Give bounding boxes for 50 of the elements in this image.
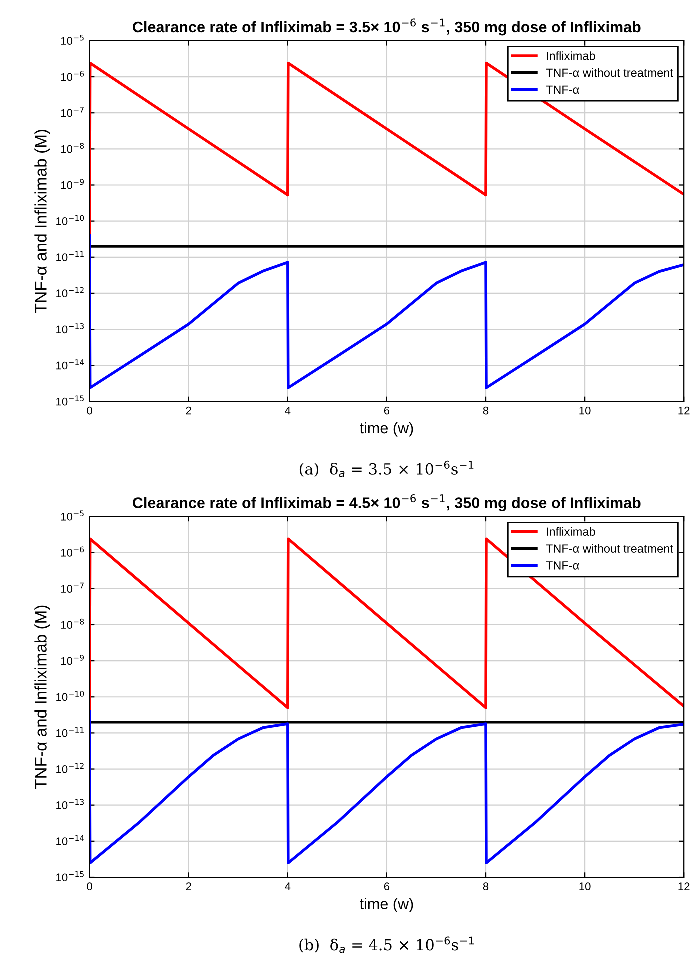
x-tick-label: 2 bbox=[186, 882, 192, 890]
x-tick-label: 6 bbox=[384, 882, 390, 891]
y-tick-label: 10$^{−15}$ bbox=[56, 872, 84, 882]
y-tick-label: 10$^{−12}$ bbox=[56, 763, 84, 774]
x-tick-label: 6 bbox=[384, 406, 390, 415]
y-tick-label: 10$^{−7}$ bbox=[61, 107, 84, 118]
x-tick-label: 10 bbox=[580, 406, 591, 415]
legend-label: Infliximab bbox=[547, 527, 596, 536]
y-tick-label: 10$^{−6}$ bbox=[61, 546, 84, 557]
legend-label: TNF-α without treatment bbox=[546, 544, 674, 553]
y-tick-label: 10$^{−13}$ bbox=[56, 799, 84, 810]
y-tick-label: 10$^{−14}$ bbox=[56, 360, 84, 370]
legend-label: TNF-α bbox=[546, 86, 580, 94]
x-tick-label: 8 bbox=[483, 406, 489, 415]
legend-label: Infliximab bbox=[547, 52, 596, 60]
y-tick-label: 10$^{−13}$ bbox=[56, 323, 84, 334]
text: (a) δ$_{a}$ = 3.5 × 10$^{−6}$s$^{−1}$ bbox=[300, 460, 474, 478]
x-tick-label: 12 bbox=[678, 882, 690, 890]
x-tick-label: 10 bbox=[580, 882, 591, 891]
y-tick-label: 10$^{−10}$ bbox=[56, 691, 84, 702]
chart-title: Clearance rate of Infliximab = 3.5× 10$^{−6}$ s$^{−1}$, 350 mg dose of Infliximab bbox=[133, 18, 641, 36]
y-tick-label: 10$^{−11}$ bbox=[56, 727, 84, 738]
y-axis-title: TNF-α and Infliximab (M) bbox=[34, 130, 50, 314]
x-axis-title: time (w) bbox=[360, 898, 414, 913]
x-tick-label: 2 bbox=[186, 406, 192, 415]
y-tick-label: 10$^{−12}$ bbox=[56, 287, 84, 298]
y-tick-label: 10$^{−8}$ bbox=[61, 143, 84, 154]
x-tick-label: 4 bbox=[285, 406, 291, 415]
chart-title: Clearance rate of Infliximab = 4.5× 10$^{−6}$ s$^{−1}$, 350 mg dose of Infliximab bbox=[133, 494, 641, 512]
y-tick-label: 10$^{−10}$ bbox=[56, 215, 84, 226]
y-tick-label: 10$^{−15}$ bbox=[56, 396, 84, 406]
x-tick-label: 0 bbox=[87, 406, 92, 415]
x-tick-label: 0 bbox=[87, 882, 92, 891]
y-tick-label: 10$^{−11}$ bbox=[56, 251, 84, 262]
legend-label: TNF-α bbox=[546, 562, 580, 570]
x-tick-label: 4 bbox=[285, 882, 291, 890]
text: (b) δ$_{a}$ = 4.5 × 10$^{−6}$s$^{−1}$ bbox=[300, 936, 474, 954]
y-tick-label: 10$^{−9}$ bbox=[61, 179, 84, 190]
y-tick-label: 10$^{−5}$ bbox=[61, 510, 84, 521]
y-tick-label: 10$^{−9}$ bbox=[61, 654, 84, 666]
y-tick-label: 10$^{−14}$ bbox=[56, 835, 84, 846]
x-axis-title: time (w) bbox=[360, 422, 414, 437]
y-axis-title: TNF-α and Infliximab (M) bbox=[34, 606, 50, 790]
y-tick-label: 10$^{−8}$ bbox=[61, 618, 84, 630]
x-tick-label: 12 bbox=[678, 406, 690, 415]
legend-label: TNF-α without treatment bbox=[546, 68, 674, 78]
x-tick-label: 8 bbox=[483, 882, 489, 891]
y-tick-label: 10$^{−6}$ bbox=[61, 70, 84, 82]
y-tick-label: 10$^{−5}$ bbox=[61, 34, 84, 46]
y-tick-label: 10$^{−7}$ bbox=[61, 582, 84, 593]
